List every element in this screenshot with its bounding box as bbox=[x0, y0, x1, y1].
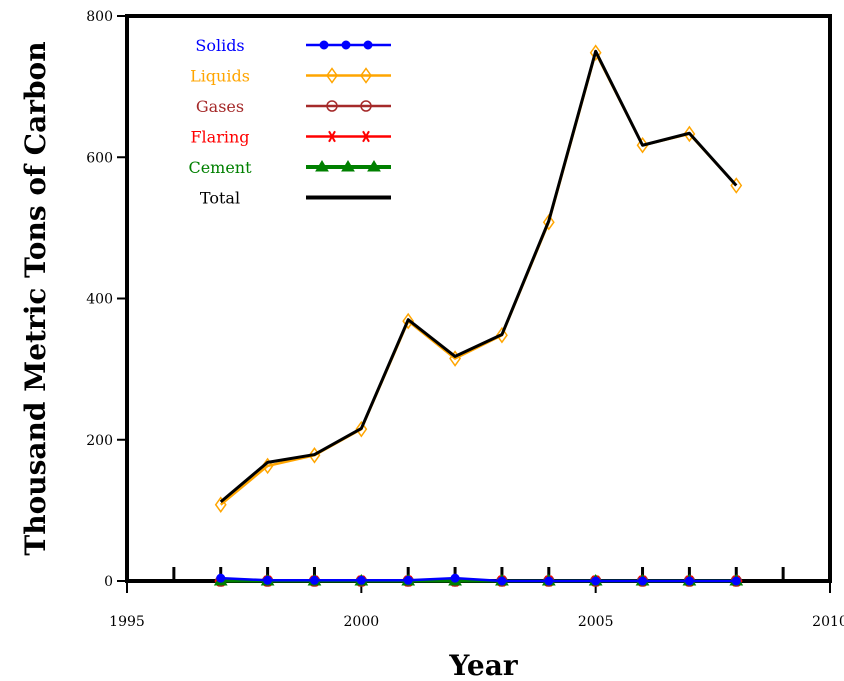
data-point-solids bbox=[216, 573, 226, 583]
data-point-liquids bbox=[589, 44, 602, 62]
legend-label-cement: Cement bbox=[188, 158, 252, 177]
y-tick-label: 600 bbox=[86, 150, 113, 166]
series-solids bbox=[216, 573, 741, 586]
y-tick-label: 0 bbox=[104, 574, 113, 590]
legend-item-liquids: Liquids bbox=[190, 67, 391, 86]
legend-marker-flaring bbox=[326, 130, 338, 143]
x-tick-label: 2010 bbox=[812, 614, 844, 630]
legend-item-solids: Solids bbox=[195, 36, 391, 55]
axis-tick-labels: 1995 2000 2005 2010 0 200 400 600 800 bbox=[86, 9, 844, 630]
data-point-solids bbox=[263, 575, 273, 585]
legend-label-total: Total bbox=[200, 189, 240, 208]
legend-marker-flaring bbox=[360, 130, 372, 143]
data-point-liquids bbox=[214, 496, 227, 514]
legend-marker-cement bbox=[341, 160, 355, 172]
legend-item-cement: Cement bbox=[188, 158, 391, 177]
x-tick-label: 1995 bbox=[109, 614, 145, 630]
legend-marker-cement bbox=[367, 160, 381, 172]
data-point-solids bbox=[403, 575, 413, 585]
legend-item-flaring: Flaring bbox=[190, 128, 391, 147]
data-point-solids bbox=[684, 576, 694, 586]
data-point-liquids bbox=[542, 213, 555, 231]
data-point-liquids bbox=[683, 125, 696, 143]
series-total bbox=[219, 49, 738, 504]
data-point-liquids bbox=[496, 326, 508, 344]
data-point-solids bbox=[450, 573, 460, 583]
legend-marker-solids bbox=[341, 40, 351, 50]
legend-label-solids: Solids bbox=[195, 36, 244, 55]
legend-item-gases: Gases bbox=[196, 97, 391, 116]
y-axis-title: Thousand Metric Tons of Carbon bbox=[19, 41, 52, 555]
legend-item-total: Total bbox=[200, 189, 391, 208]
series-line-total bbox=[219, 49, 738, 504]
series-line-liquids bbox=[219, 51, 738, 506]
legend-marker-gases bbox=[326, 100, 338, 112]
legend-label-gases: Gases bbox=[196, 97, 244, 116]
data-point-liquids bbox=[355, 420, 368, 438]
legend-marker-solids bbox=[319, 40, 329, 50]
legend-marker-solids bbox=[363, 40, 373, 50]
y-tick-label: 800 bbox=[86, 9, 113, 25]
series-lines bbox=[213, 44, 744, 587]
legend-label-flaring: Flaring bbox=[190, 128, 249, 147]
x-tick-label: 2000 bbox=[344, 614, 380, 630]
legend-marker-cement bbox=[315, 160, 329, 172]
series-liquids bbox=[214, 44, 743, 514]
data-point-solids bbox=[731, 576, 741, 586]
data-point-solids bbox=[309, 575, 319, 585]
legend: Solids Liquids Gases Flaring Cement Total bbox=[188, 36, 391, 208]
data-point-solids bbox=[497, 576, 507, 586]
legend-marker-liquids bbox=[326, 67, 338, 84]
legend-marker-gases bbox=[360, 100, 372, 112]
data-point-liquids bbox=[402, 312, 415, 330]
y-tick-label: 200 bbox=[86, 433, 113, 449]
legend-marker-liquids bbox=[360, 67, 372, 84]
x-tick-label: 2005 bbox=[578, 614, 614, 630]
data-point-solids bbox=[591, 576, 601, 586]
y-tick-label: 400 bbox=[86, 292, 113, 308]
data-point-solids bbox=[544, 576, 554, 586]
data-point-solids bbox=[356, 575, 366, 585]
data-point-solids bbox=[638, 576, 648, 586]
legend-label-liquids: Liquids bbox=[190, 67, 250, 86]
series-line-solids bbox=[220, 576, 737, 583]
x-axis-title: Year bbox=[448, 649, 519, 681]
